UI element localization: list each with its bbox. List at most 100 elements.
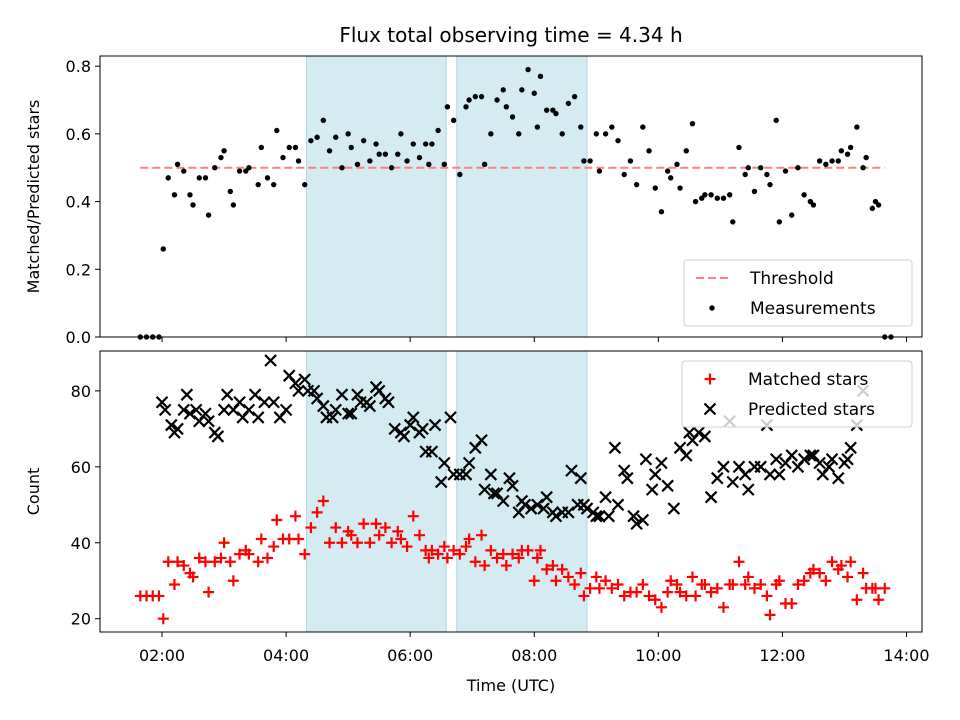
data-point xyxy=(255,533,267,545)
data-point xyxy=(487,487,501,500)
data-point xyxy=(388,165,395,171)
data-point xyxy=(699,579,711,591)
chart-title: Flux total observing time = 4.34 h xyxy=(339,23,682,47)
data-point xyxy=(268,541,280,553)
data-point xyxy=(293,533,305,545)
data-point xyxy=(847,144,854,151)
data-point xyxy=(463,533,475,545)
series-matched-stars xyxy=(134,495,891,625)
x-tick-label: 08:00 xyxy=(511,646,557,665)
data-point xyxy=(708,192,714,198)
data-point xyxy=(531,90,537,96)
legend-marker xyxy=(703,402,717,416)
data-point xyxy=(801,192,807,198)
data-point xyxy=(444,104,451,110)
data-point xyxy=(698,430,712,443)
data-point xyxy=(370,518,382,530)
data-point xyxy=(295,158,302,164)
data-point xyxy=(860,165,866,171)
data-point xyxy=(643,590,655,602)
data-point xyxy=(395,151,401,157)
data-point xyxy=(479,560,491,572)
data-point xyxy=(160,246,166,252)
data-point xyxy=(218,537,230,549)
data-point xyxy=(416,422,429,436)
data-point xyxy=(758,165,764,171)
series-measurements xyxy=(137,66,894,340)
data-point xyxy=(851,594,863,606)
legend: Matched stars Predicted stars xyxy=(681,360,913,428)
data-point xyxy=(157,613,169,625)
data-point xyxy=(667,502,681,515)
data-point xyxy=(584,582,596,594)
data-point xyxy=(388,422,401,436)
data-point xyxy=(602,509,615,523)
legend-box xyxy=(683,259,913,327)
data-point xyxy=(215,552,227,564)
data-point xyxy=(280,154,286,161)
data-point xyxy=(652,185,658,191)
data-point xyxy=(171,422,184,436)
data-point xyxy=(662,586,674,598)
data-point xyxy=(494,97,500,103)
data-point xyxy=(674,161,680,168)
data-point xyxy=(565,100,572,107)
data-point xyxy=(336,537,348,549)
data-point xyxy=(503,104,510,110)
series-predicted-stars xyxy=(155,354,870,531)
data-point xyxy=(358,518,370,530)
data-point xyxy=(537,502,550,515)
data-point xyxy=(593,509,606,523)
legend-marker xyxy=(709,305,715,311)
data-point xyxy=(797,452,811,466)
data-point xyxy=(745,165,751,171)
data-point xyxy=(798,575,810,587)
data-point xyxy=(251,411,265,424)
data-point xyxy=(534,124,541,130)
data-point xyxy=(785,449,798,462)
data-point xyxy=(602,131,609,137)
data-point xyxy=(246,165,252,171)
data-point xyxy=(305,522,317,534)
data-point xyxy=(680,590,692,602)
shaded-interval-2 xyxy=(456,55,588,338)
data-point xyxy=(507,548,519,560)
data-point xyxy=(373,141,379,147)
data-point xyxy=(193,552,205,564)
data-point xyxy=(559,131,565,137)
data-point xyxy=(618,590,630,602)
data-point xyxy=(217,403,231,417)
y-tick-label: 0.8 xyxy=(66,57,91,76)
legend-label: Predicted stars xyxy=(748,400,875,420)
data-point xyxy=(271,514,283,526)
shaded-interval-1 xyxy=(306,350,447,633)
data-point xyxy=(608,441,622,455)
data-point xyxy=(636,513,650,527)
data-point xyxy=(308,137,314,144)
data-point xyxy=(764,171,770,178)
data-point xyxy=(386,537,398,549)
data-point xyxy=(221,148,227,154)
data-point xyxy=(410,141,416,147)
data-point xyxy=(211,430,225,443)
data-point xyxy=(448,544,460,556)
data-point xyxy=(854,124,860,130)
legend-label: Measurements xyxy=(750,299,876,319)
data-point xyxy=(283,533,295,545)
data-point xyxy=(655,601,667,613)
data-point xyxy=(258,144,264,151)
data-point xyxy=(823,161,829,168)
y-tick-label: 20 xyxy=(71,610,91,629)
data-point xyxy=(379,522,391,534)
data-point xyxy=(230,202,237,208)
data-point xyxy=(875,202,882,208)
data-point xyxy=(733,556,745,568)
data-point xyxy=(503,471,516,485)
data-point xyxy=(407,510,419,522)
data-point xyxy=(317,495,329,507)
x-tick-label: 02:00 xyxy=(139,646,185,665)
data-point xyxy=(835,560,847,572)
data-point xyxy=(615,137,621,144)
data-point xyxy=(844,441,857,455)
data-point xyxy=(655,456,668,470)
